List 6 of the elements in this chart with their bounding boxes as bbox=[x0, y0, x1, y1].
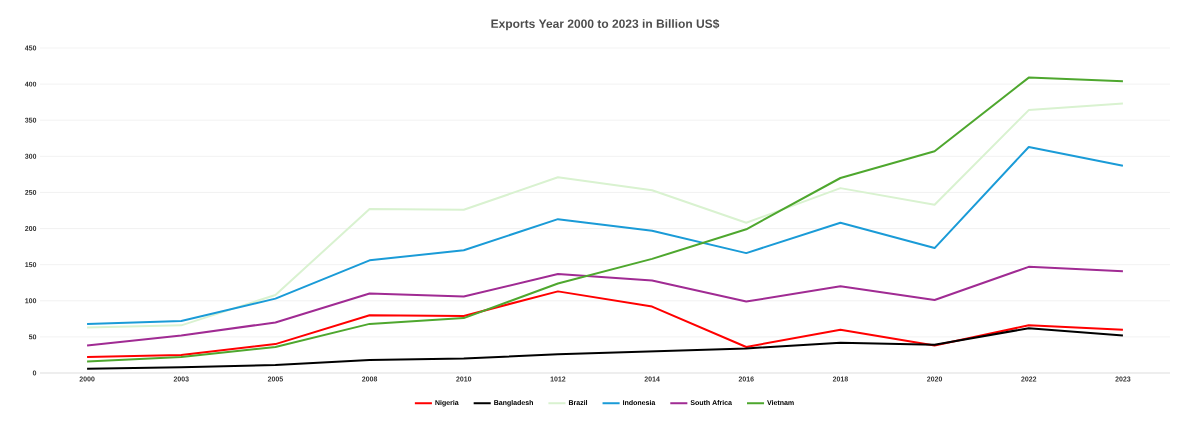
line-series bbox=[86, 76, 1124, 363]
line-series bbox=[86, 102, 1124, 329]
chart-title: Exports Year 2000 to 2023 in Billion US$ bbox=[491, 18, 720, 31]
line-series bbox=[86, 265, 1124, 347]
line-series bbox=[86, 290, 1124, 359]
line-series bbox=[86, 145, 1124, 325]
